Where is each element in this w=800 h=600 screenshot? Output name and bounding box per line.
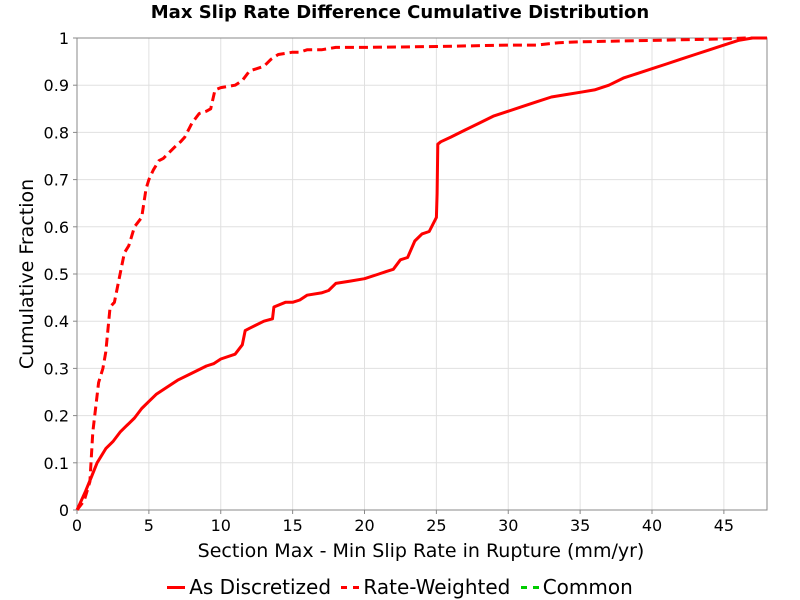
chart-title: Max Slip Rate Difference Cumulative Dist… [150, 2, 650, 23]
x-tick-label: 10 [211, 516, 231, 535]
legend-item-rate-weighted: Rate-Weighted [341, 575, 510, 599]
y-tick-label: 0.6 [44, 218, 69, 237]
legend-label-as-discretized: As Discretized [189, 574, 332, 599]
y-axis-label: Cumulative Fraction [16, 179, 38, 369]
y-tick-label: 1 [59, 29, 69, 48]
x-tick-label: 0 [72, 516, 82, 535]
legend-item-common: Common [520, 574, 633, 599]
y-tick-label: 0.1 [44, 454, 69, 473]
legend-label-common: Common [542, 574, 633, 599]
series-line-rate-weighted [75, 36, 767, 511]
x-tick-label: 45 [714, 516, 734, 535]
y-tick-label: 0.2 [44, 407, 69, 426]
x-tick-label: 35 [570, 516, 590, 535]
y-tick-label: 0.3 [44, 359, 69, 378]
legend-swatch-as-discretized [167, 586, 186, 589]
grid [76, 37, 767, 511]
x-tick-label: 30 [498, 516, 518, 535]
y-tick-label: 0.5 [44, 265, 69, 284]
x-tick-label: 20 [354, 516, 374, 535]
y-tick-label: 0.9 [44, 76, 69, 95]
x-axis-label: Section Max - Min Slip Rate in Rupture (… [198, 540, 645, 562]
y-tick-label: 0.4 [44, 312, 69, 331]
x-tick-label: 15 [282, 516, 302, 535]
x-tick-label: 5 [144, 516, 154, 535]
x-tick-label: 40 [642, 516, 662, 535]
legend-label-rate-weighted: Rate-Weighted [363, 574, 511, 599]
y-tick-label: 0 [59, 501, 69, 520]
axes: 0 5 10 15 20 25 30 35 40 45 0 0.1 0.2 0.3 0.4 0.5 0.6 0.7… [44, 29, 735, 535]
legend-swatch-rate-weighted [341, 586, 360, 589]
y-tick-label: 0.7 [44, 171, 69, 190]
series-layer [75, 36, 767, 511]
x-tick-label: 25 [426, 516, 446, 535]
legend: As Discretized Rate-Weighted Common [0, 569, 800, 599]
y-tick-label: 0.8 [44, 123, 69, 142]
series-line-as-discretized [75, 36, 767, 511]
legend-swatch-common [520, 586, 539, 589]
legend-item-as-discretized: As Discretized [167, 575, 331, 599]
